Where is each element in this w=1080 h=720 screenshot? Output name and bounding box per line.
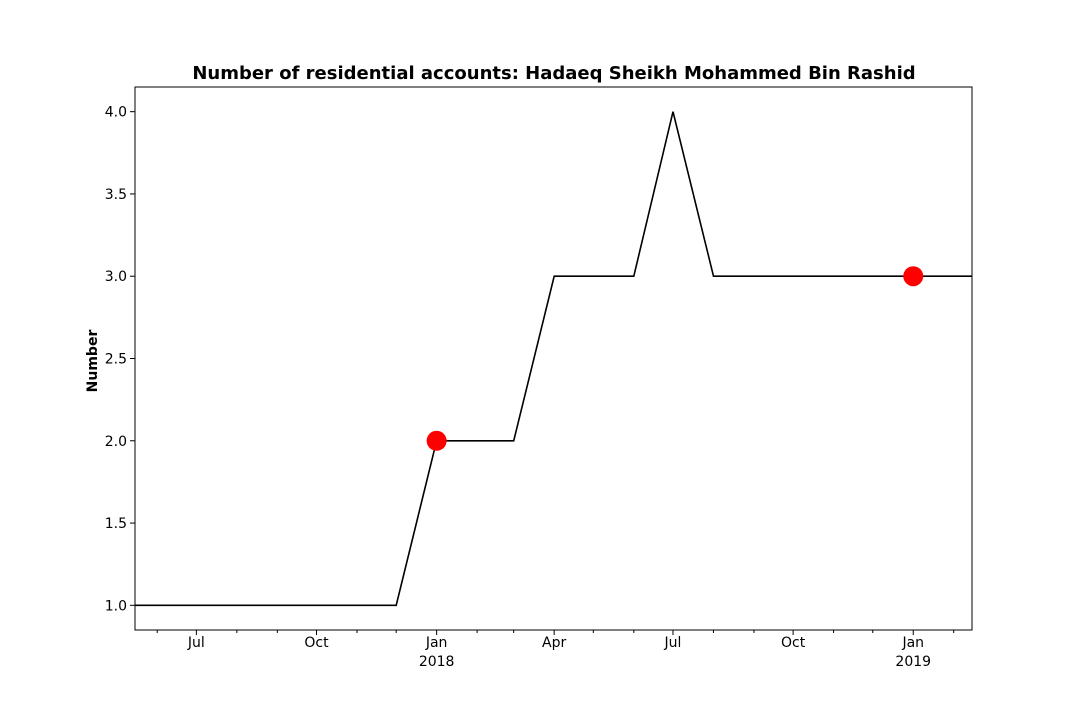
highlight-marker — [426, 430, 447, 451]
y-tick-label: 3.0 — [105, 269, 127, 285]
y-axis-label: Number — [85, 330, 101, 393]
plot-area: 1.0 1.5 2.0 2.5 3.0 3.5 4.0 Jul Oct Jan 2018 Apr Jul… — [105, 86, 973, 670]
x-tick-year-label: 2019 — [895, 654, 931, 670]
x-tick-label: Oct — [781, 635, 806, 651]
y-tick-label: 3.5 — [105, 187, 127, 203]
x-tick-label: Jul — [664, 635, 682, 651]
chart-title: Number of residential accounts: Hadaeq S… — [192, 63, 915, 84]
y-tick-label: 1.0 — [105, 598, 127, 614]
x-tick-label: Jan — [901, 635, 924, 651]
series-line — [135, 111, 972, 607]
y-tick-label: 1.5 — [105, 516, 127, 532]
x-tick-year-label: 2018 — [419, 654, 455, 670]
x-tick-label: Apr — [542, 635, 566, 651]
highlight-marker — [903, 266, 924, 287]
x-tick-label: Jan — [425, 635, 448, 651]
y-tick-label: 2.5 — [105, 352, 127, 368]
x-tick-label: Oct — [304, 635, 329, 651]
y-tick-label: 4.0 — [105, 105, 127, 121]
y-tick-label: 2.0 — [105, 434, 127, 450]
plot-frame — [134, 86, 973, 631]
x-tick-label: Jul — [187, 635, 205, 651]
